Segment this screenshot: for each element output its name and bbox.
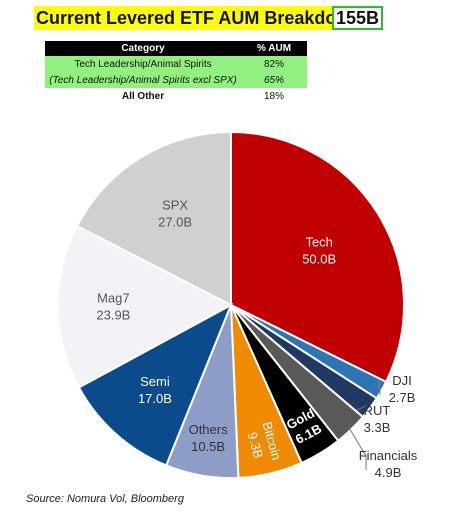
slice-value: 3.3B [364,420,391,435]
slice-label-tech: Tech 50.0B [302,234,336,266]
column-header-pct: % AUM [241,41,307,56]
slice-label-rut: RUT 3.3B [364,403,391,435]
slice-name: Semi [140,374,170,389]
row-category: (Tech Leadership/Animal Spirits excl SPX… [45,72,241,88]
row-pct: 65% [241,72,307,88]
slice-value: 50.0B [302,251,336,266]
pie-slice-spx [75,130,232,307]
pie-slice-tech [230,130,405,384]
slice-label-financials: Financials 4.9B [359,448,418,480]
row-pct: 18% [263,90,284,102]
row-category: Tech Leadership/Animal Spirits [45,56,241,72]
row-category: All Other [121,90,165,102]
slice-name: Others [189,422,229,437]
source-note: Source: Nomura Vol, Bloomberg [26,493,184,505]
slice-name: Financials [359,448,418,463]
slice-value: 10.5B [191,439,225,454]
row-pct: 82% [241,56,307,72]
slice-name: DJI [392,373,412,388]
total-aum-box: 155B [332,6,384,30]
slice-value: 17.0B [138,391,172,406]
slice-value: 23.9B [96,307,130,322]
table-row: All Other 18% [45,88,307,104]
slice-name: SPX [162,197,188,212]
slice-name: Tech [305,234,332,249]
slice-label-mag7: Mag7 23.9B [96,290,130,322]
slice-label-spx: SPX 27.0B [158,197,192,229]
slice-value: 27.0B [158,214,192,229]
table-row: Tech Leadership/Animal Spirits 82% [45,56,307,72]
column-header-category: Category [45,41,241,56]
chart-title: Current Levered ETF AUM Breakdown: [34,6,370,30]
slice-name: RUT [364,403,391,418]
slice-label-semi: Semi 17.0B [138,374,172,406]
table-row: (Tech Leadership/Animal Spirits excl SPX… [45,72,307,88]
summary-table: Category % AUM Tech Leadership/Animal Sp… [45,41,307,104]
pie-slice-mag7 [57,224,234,389]
pie-slice-semi [77,302,233,467]
slice-label-dji: DJI 2.7B [389,373,416,405]
leader-line-dji [377,380,381,395]
summary-header-row: Category % AUM [45,41,307,56]
slice-value: 4.9B [375,465,402,480]
leader-line-financials [347,426,367,470]
slice-name: Mag7 [97,290,130,305]
slice-label-others: Others 10.5B [189,422,229,454]
slice-value: 2.7B [389,390,416,405]
slice-value: 9.3B [245,430,266,460]
